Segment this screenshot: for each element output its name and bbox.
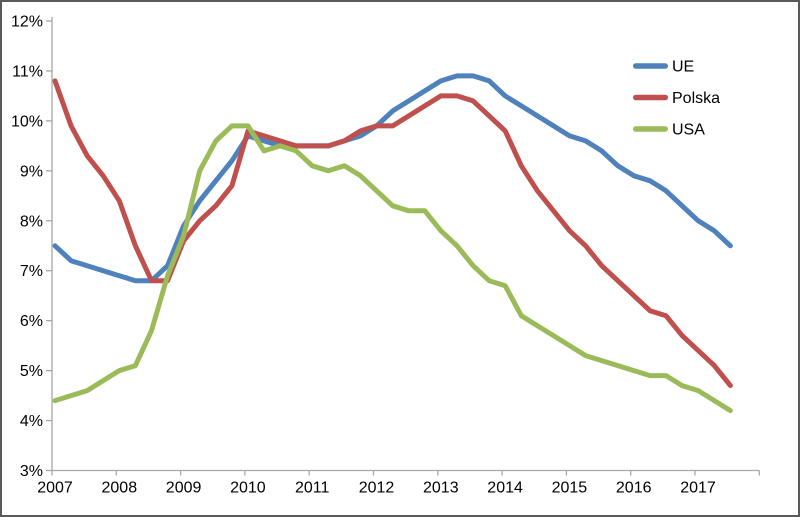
legend-swatch-polska bbox=[633, 94, 668, 101]
y-axis-tick-label: 12% bbox=[11, 14, 43, 31]
y-axis-tick-label: 7% bbox=[20, 263, 43, 280]
series-line-usa bbox=[52, 123, 733, 414]
y-axis-tick-label: 6% bbox=[20, 313, 43, 330]
y-axis-tick-label: 11% bbox=[12, 63, 43, 80]
x-axis-tick-label: 2014 bbox=[487, 480, 523, 497]
x-axis-tick-label: 2016 bbox=[616, 480, 652, 497]
legend-swatch-usa bbox=[633, 126, 668, 132]
x-axis-tick-label: 2017 bbox=[680, 480, 716, 497]
x-axis-tick-label: 2015 bbox=[552, 480, 588, 497]
y-axis-tick-label: 10% bbox=[11, 113, 43, 130]
legend-label-polska: Polska bbox=[672, 90, 720, 107]
x-axis-tick-label: 2012 bbox=[359, 480, 395, 497]
y-axis-tick-label: 8% bbox=[20, 213, 43, 230]
legend-swatch-ue bbox=[633, 63, 668, 69]
series-line-polska bbox=[52, 78, 733, 389]
y-axis-tick-label: 3% bbox=[20, 463, 43, 480]
series-line-ue bbox=[52, 73, 733, 284]
x-axis-tick-label: 2008 bbox=[102, 480, 138, 497]
y-axis-tick-label: 5% bbox=[20, 363, 43, 380]
y-axis-tick-label: 9% bbox=[20, 163, 43, 180]
legend-label-usa: USA bbox=[672, 122, 705, 139]
x-axis-tick-label: 2011 bbox=[295, 480, 330, 497]
x-axis-tick-label: 2013 bbox=[423, 480, 459, 497]
x-axis-tick-label: 2009 bbox=[166, 480, 202, 497]
legend-label-ue: UE bbox=[672, 59, 694, 76]
x-axis-tick-label: 2007 bbox=[37, 480, 73, 497]
y-axis-tick-label: 4% bbox=[20, 413, 43, 430]
x-axis-tick-label: 2010 bbox=[230, 480, 266, 497]
